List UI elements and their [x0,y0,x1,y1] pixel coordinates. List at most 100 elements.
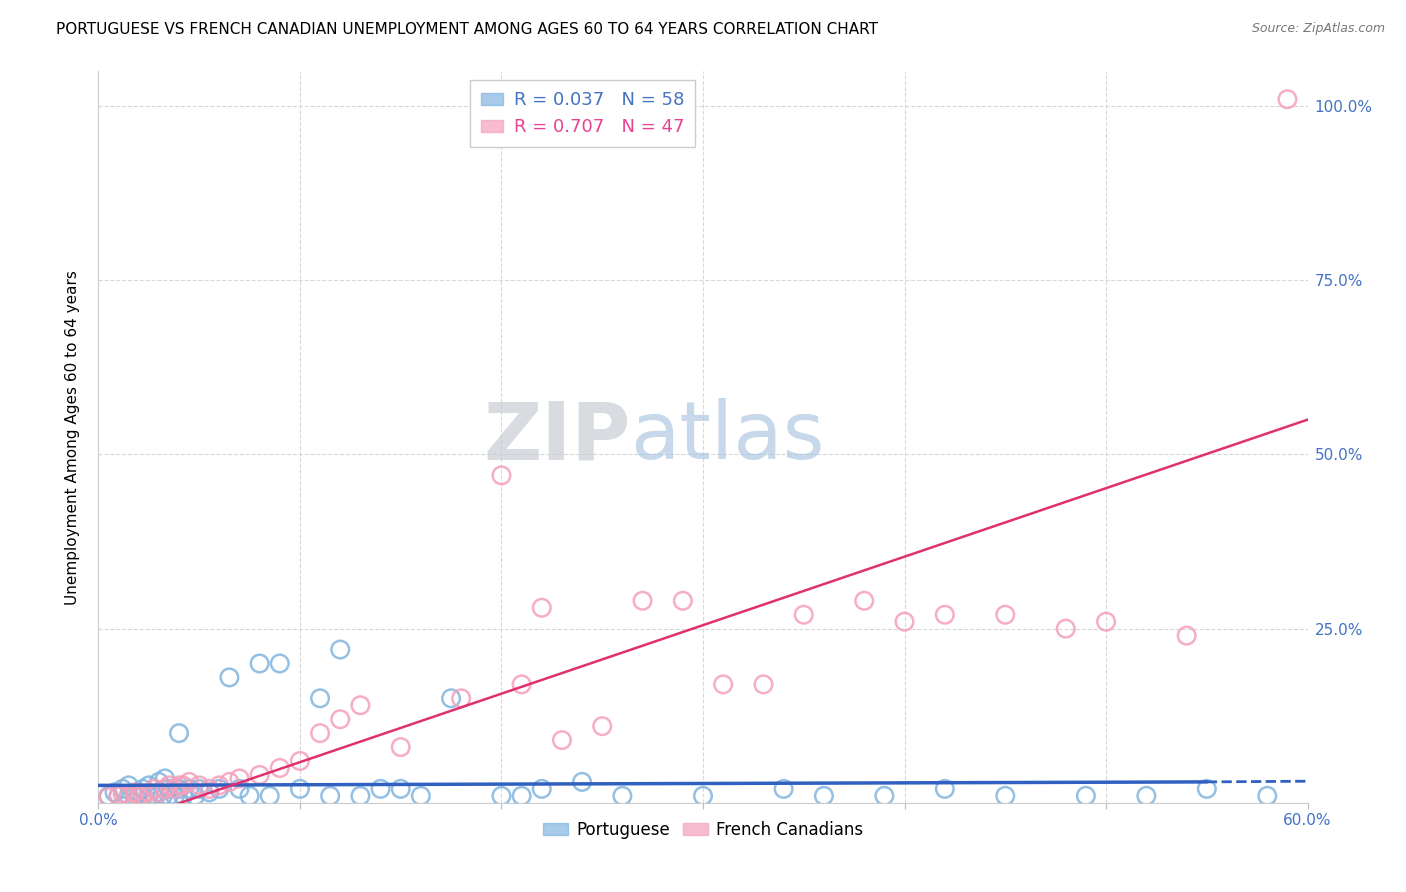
Point [752,677,775,691]
Point [1074,789,1097,803]
Point [249,768,271,782]
Point [188,781,211,796]
Point [228,772,250,786]
Point [1054,622,1077,636]
Legend: Portuguese, French Canadians: Portuguese, French Canadians [536,814,870,846]
Point [118,789,141,803]
Point [510,789,533,803]
Point [239,789,262,803]
Point [167,781,190,796]
Point [228,781,250,796]
Point [612,789,634,803]
Point [172,778,194,792]
Point [138,785,160,799]
Point [772,781,794,796]
Point [118,789,141,803]
Point [111,788,134,802]
Point [97,790,120,805]
Point [530,600,553,615]
Point [309,726,332,740]
Point [157,778,180,792]
Point [269,761,291,775]
Point [591,719,613,733]
Point [124,789,146,803]
Point [118,778,141,792]
Point [97,789,120,803]
Point [128,789,150,803]
Point [288,754,311,768]
Point [132,788,155,802]
Point [370,781,392,796]
Point [152,789,174,803]
Point [208,781,231,796]
Point [124,785,146,799]
Point [349,698,371,713]
Point [551,733,574,747]
Point [389,781,412,796]
Point [107,789,129,803]
Point [269,657,291,671]
Point [218,670,240,684]
Point [157,789,180,803]
Point [329,642,352,657]
Point [491,468,513,483]
Point [530,781,553,796]
Point [107,789,129,803]
Point [188,778,211,792]
Point [893,615,915,629]
Text: Source: ZipAtlas.com: Source: ZipAtlas.com [1251,22,1385,36]
Point [179,781,201,796]
Text: atlas: atlas [630,398,825,476]
Point [711,677,734,691]
Point [510,677,533,691]
Point [148,785,170,799]
Text: PORTUGUESE VS FRENCH CANADIAN UNEMPLOYMENT AMONG AGES 60 TO 64 YEARS CORRELATION: PORTUGUESE VS FRENCH CANADIAN UNEMPLOYME… [56,22,879,37]
Point [143,789,166,803]
Point [288,781,311,796]
Point [167,726,190,740]
Point [329,712,352,726]
Point [103,785,125,799]
Point [813,789,835,803]
Point [1195,781,1218,796]
Point [111,781,134,796]
Point [631,594,654,608]
Point [934,781,956,796]
Point [172,789,194,803]
Y-axis label: Unemployment Among Ages 60 to 64 years: Unemployment Among Ages 60 to 64 years [65,269,80,605]
Text: ZIP: ZIP [484,398,630,476]
Point [1095,615,1118,629]
Point [450,691,472,706]
Point [157,781,180,796]
Point [132,789,155,803]
Point [672,594,695,608]
Point [208,778,231,792]
Point [218,775,240,789]
Point [249,657,271,671]
Point [163,789,186,803]
Point [389,740,412,755]
Point [692,789,714,803]
Point [491,789,513,803]
Point [409,789,432,803]
Point [184,789,207,803]
Point [163,781,186,796]
Point [167,778,190,792]
Point [1135,789,1157,803]
Point [148,785,170,799]
Point [132,781,155,796]
Point [198,781,221,796]
Point [198,785,221,799]
Point [138,789,160,803]
Point [793,607,815,622]
Point [128,785,150,799]
Point [319,789,342,803]
Point [1277,92,1299,106]
Point [153,772,176,786]
Point [179,775,201,789]
Point [153,781,176,796]
Point [148,775,170,789]
Point [138,778,160,792]
Point [309,691,332,706]
Point [873,789,896,803]
